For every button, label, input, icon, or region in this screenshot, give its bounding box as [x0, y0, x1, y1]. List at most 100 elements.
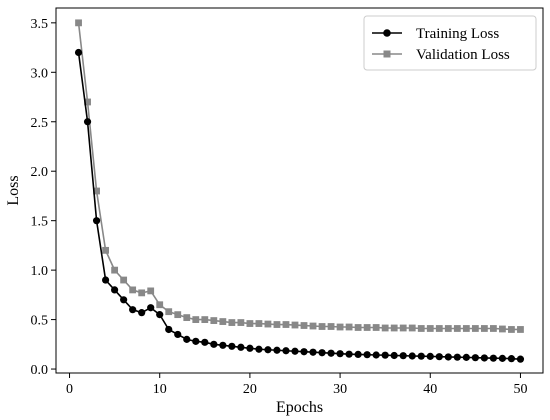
- x-tick-label: 50: [513, 382, 527, 397]
- validation-loss-point: [300, 322, 308, 329]
- training-loss-point: [210, 340, 218, 348]
- validation-loss-point: [273, 321, 281, 328]
- validation-loss-point: [345, 323, 353, 331]
- training-loss-point: [480, 354, 488, 362]
- validation-loss-point: [138, 289, 146, 297]
- training-loss-point: [354, 350, 362, 359]
- training-legend-label: Training Loss: [416, 26, 499, 42]
- validation-loss-point: [201, 316, 209, 323]
- plot-area: [74, 19, 525, 363]
- training-loss-point: [201, 338, 209, 346]
- axes: 0 10 20 30 40 50 0.0 0.5 1.0 1.5 2.0 2.5 3.0 3.5 Epoch…: [5, 7, 544, 416]
- validation-loss-point: [129, 286, 137, 294]
- validation-loss-point: [444, 325, 452, 332]
- training-loss-point: [435, 353, 443, 361]
- x-tick-label: 40: [423, 382, 437, 397]
- legend-box: [363, 15, 537, 71]
- validation-loss-point: [363, 324, 371, 331]
- validation-loss-point: [228, 319, 236, 326]
- training-loss-point: [336, 350, 344, 358]
- training-loss-point: [372, 351, 380, 359]
- validation-loss-point: [435, 325, 443, 332]
- validation-legend-label: Validation Loss: [416, 47, 510, 63]
- training-loss-point: [183, 335, 191, 343]
- training-loss-point: [83, 118, 92, 126]
- training-loss-point: [507, 355, 516, 363]
- validation-loss-point: [84, 98, 91, 106]
- training-legend-marker: [383, 29, 391, 37]
- training-loss-point: [318, 349, 326, 357]
- training-loss-point: [255, 345, 263, 353]
- training-loss-point: [138, 309, 146, 317]
- validation-loss-point: [237, 319, 245, 326]
- y-tick-label: 3.0: [31, 66, 49, 81]
- training-loss-point: [399, 352, 407, 360]
- validation-loss-point: [480, 325, 488, 332]
- y-tick-label: 1.0: [31, 264, 49, 279]
- training-loss-point: [174, 330, 182, 339]
- training-loss-point: [444, 353, 452, 361]
- validation-loss-point: [147, 287, 155, 295]
- training-loss-point: [498, 354, 507, 362]
- training-loss-point: [381, 351, 389, 359]
- training-loss-point: [264, 346, 272, 354]
- validation-loss-point: [508, 326, 515, 333]
- validation-loss-point: [517, 326, 524, 333]
- validation-loss-point: [453, 325, 461, 332]
- validation-loss-point: [372, 324, 380, 331]
- validation-loss-point: [219, 318, 227, 325]
- y-tick-label: 1.5: [31, 215, 49, 230]
- y-axis-label: Loss: [5, 175, 22, 205]
- validation-loss-point: [381, 324, 389, 332]
- validation-loss-point: [390, 324, 398, 332]
- training-loss-point: [129, 306, 137, 314]
- training-loss-point: [300, 348, 308, 356]
- validation-loss-point: [499, 325, 506, 333]
- validation-loss-point: [336, 323, 344, 331]
- validation-loss-point: [354, 324, 362, 331]
- training-loss-point: [92, 217, 101, 225]
- training-loss-point: [156, 311, 164, 319]
- x-axis-label: Epochs: [276, 399, 323, 416]
- validation-loss-point: [309, 322, 317, 330]
- validation-loss-point: [165, 308, 173, 316]
- training-loss-point: [228, 342, 236, 350]
- training-loss-point: [426, 352, 434, 360]
- validation-loss-point: [102, 246, 110, 254]
- validation-loss-point: [255, 320, 263, 327]
- validation-loss-point: [246, 320, 254, 327]
- training-loss-point: [74, 48, 83, 57]
- validation-loss-point: [291, 321, 299, 329]
- y-tick-label: 0.5: [31, 314, 49, 329]
- training-loss-point: [246, 344, 254, 352]
- validation-loss-point: [192, 316, 200, 323]
- x-tick-label: 10: [153, 382, 167, 397]
- validation-loss-point: [408, 324, 416, 332]
- training-loss-point: [309, 348, 317, 356]
- y-tick-label: 0.0: [31, 363, 49, 378]
- x-tick-label: 20: [243, 382, 257, 397]
- training-loss-point: [345, 350, 353, 358]
- validation-loss-point: [318, 323, 326, 330]
- validation-loss-point: [210, 317, 218, 324]
- validation-loss-point: [183, 314, 191, 322]
- validation-loss-point: [282, 321, 290, 328]
- validation-loss-point: [93, 187, 100, 195]
- training-loss-point: [417, 352, 425, 360]
- legend: Training Loss Validation Loss: [363, 15, 537, 71]
- training-loss-point: [102, 276, 110, 284]
- training-loss-point: [516, 355, 525, 363]
- y-tick-label: 2.5: [31, 116, 49, 131]
- y-tick-label: 2.0: [31, 165, 49, 180]
- training-loss-point: [120, 296, 128, 304]
- training-loss-point: [111, 286, 119, 294]
- training-loss-point: [291, 347, 299, 355]
- validation-loss-point: [327, 323, 335, 330]
- training-loss-point: [237, 343, 245, 351]
- training-loss-point: [165, 325, 173, 334]
- validation-loss-point: [111, 266, 119, 274]
- training-loss-point: [192, 337, 200, 345]
- training-loss-point: [363, 351, 371, 359]
- training-loss-point: [462, 353, 470, 361]
- validation-loss-point: [471, 325, 479, 332]
